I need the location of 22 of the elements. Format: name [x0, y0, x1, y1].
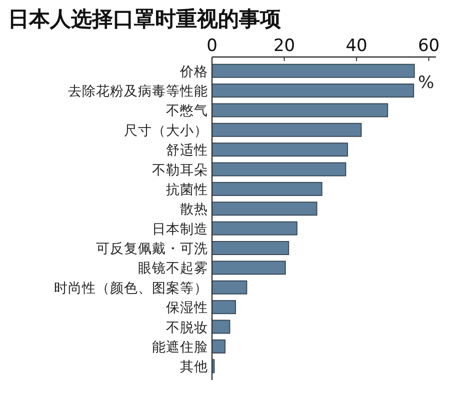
x-tick-label: 20 [273, 36, 296, 56]
y-tick-label: 日本制造 [152, 221, 208, 238]
y-tick-label: 不憋气 [166, 103, 208, 120]
y-tick-label: 保湿性 [166, 300, 208, 316]
y-tick-label: 可反复佩戴・可洗 [96, 241, 208, 258]
y-tick-label: 价格 [179, 64, 208, 80]
y-tick-label: 能遮住脸 [152, 339, 208, 356]
x-tick-label: 40 [346, 36, 368, 56]
y-tick-label: 不勒耳朵 [152, 162, 208, 178]
y-tick-label: 其他 [180, 359, 208, 376]
y-tick-label: 去除花粉及病毒等性能 [68, 84, 208, 100]
y-tick-label: 不脱妆 [166, 320, 208, 336]
y-tick-label: 抗菌性 [166, 182, 208, 198]
y-tick-label: 尺寸（大小） [124, 122, 208, 139]
y-tick-label: 时尚性（颜色、图案等） [54, 279, 208, 296]
annotation: % [418, 73, 434, 93]
x-tick-label: 60 [418, 36, 440, 56]
y-tick-label: 舒适性 [166, 142, 208, 159]
title: 日本人选择口罩时重视的事项 [8, 7, 281, 31]
x-tick-label: 0 [206, 36, 218, 56]
y-tick-label: 眼镜不起雾 [138, 260, 208, 277]
y-tick-label: 散热 [180, 202, 208, 218]
